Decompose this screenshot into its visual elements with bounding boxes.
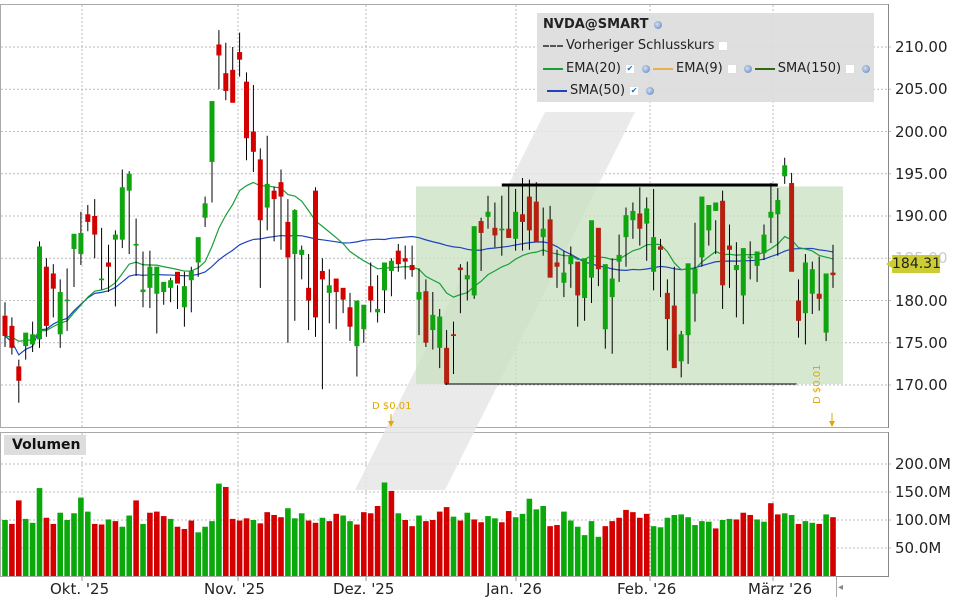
month-label: Nov. '25 (204, 580, 265, 598)
prev-close-checkbox[interactable] (718, 40, 729, 51)
price-tick-label: 170.00 (895, 376, 948, 394)
legend-indicators-row: EMA(20) ✔ EMA(9) SMA(150) (543, 61, 873, 76)
volume-tick-label: 200.0M (895, 455, 951, 473)
volume-tick-label: 50.0M (895, 539, 942, 557)
scroll-right-arrow[interactable]: ◂ (838, 582, 844, 593)
month-label: Okt. '25 (50, 580, 110, 598)
symbol-label: NVDA@SMART (543, 17, 649, 32)
sma50-line-icon (547, 89, 567, 92)
volume-pane-label: Volumen (4, 435, 86, 455)
sma50-settings-icon[interactable] (646, 86, 655, 95)
chart-legend: NVDA@SMART Vorheriger Schlusskurs EMA(20… (537, 13, 874, 102)
ema9-settings-icon[interactable] (743, 64, 752, 73)
month-label: Dez. '25 (333, 580, 395, 598)
ema20-checkbox[interactable]: ✔ (625, 63, 636, 74)
ema20-label: EMA(20) (566, 61, 622, 76)
ema9-label: EMA(9) (676, 61, 723, 76)
price-tick-label: 175.00 (895, 333, 948, 352)
price-tick-label: 200.00 (895, 122, 948, 141)
price-tick-label: 205.00 (895, 80, 948, 99)
sma150-settings-icon[interactable] (862, 64, 871, 73)
sma150-label: SMA(150) (777, 61, 842, 76)
prev-close-label: Vorheriger Schlusskurs (566, 38, 715, 53)
price-tick-label: 180.00 (895, 291, 948, 310)
sma50-checkbox[interactable]: ✔ (629, 85, 640, 96)
last-price-badge: 184.31 (886, 255, 941, 273)
legend-sma50-row: SMA(50) ✔ (543, 83, 657, 98)
ema9-line-icon (653, 67, 674, 70)
sma150-checkbox[interactable] (845, 63, 856, 74)
legend-symbol-row: NVDA@SMART (543, 17, 665, 32)
ema20-line-icon (543, 67, 563, 70)
legend-prev-close-row: Vorheriger Schlusskurs (543, 38, 732, 53)
month-label: März '26 (748, 580, 813, 598)
month-label: Jan. '26 (486, 580, 542, 598)
sma150-line-icon (754, 67, 775, 70)
ema9-checkbox[interactable] (726, 63, 737, 74)
price-tick-label: 195.00 (895, 164, 948, 183)
volume-tick-label: 150.0M (895, 483, 951, 501)
month-label: Feb. '26 (617, 580, 677, 598)
volume-tick-label: 100.0M (895, 511, 951, 529)
dashed-line-icon (543, 44, 563, 47)
dividend-annotation-1: D $0.01 (372, 401, 412, 412)
price-tick-label: 210.00 (895, 38, 948, 56)
price-tick-label: 190.00 (895, 207, 948, 225)
dividend-annotation-2: D $0.01 (812, 364, 823, 404)
symbol-settings-icon[interactable] (654, 20, 663, 29)
ema20-settings-icon[interactable] (642, 64, 651, 73)
sma50-label: SMA(50) (570, 83, 626, 98)
